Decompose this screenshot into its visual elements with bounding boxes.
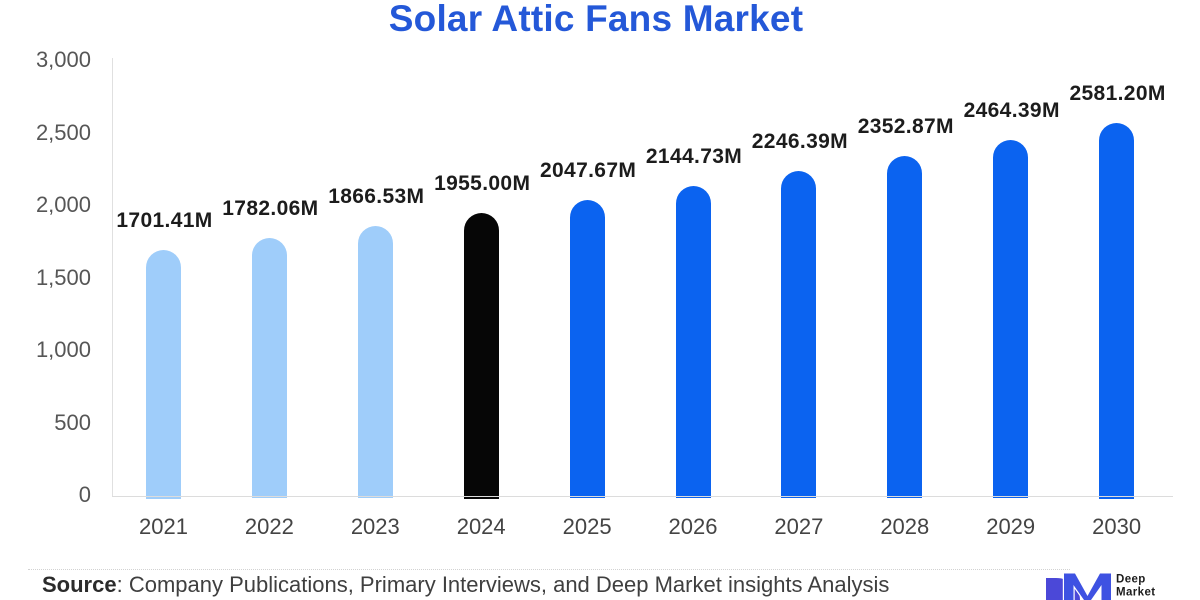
svg-text:Market: Market — [1116, 587, 1155, 599]
svg-text:Deep: Deep — [1116, 574, 1146, 586]
